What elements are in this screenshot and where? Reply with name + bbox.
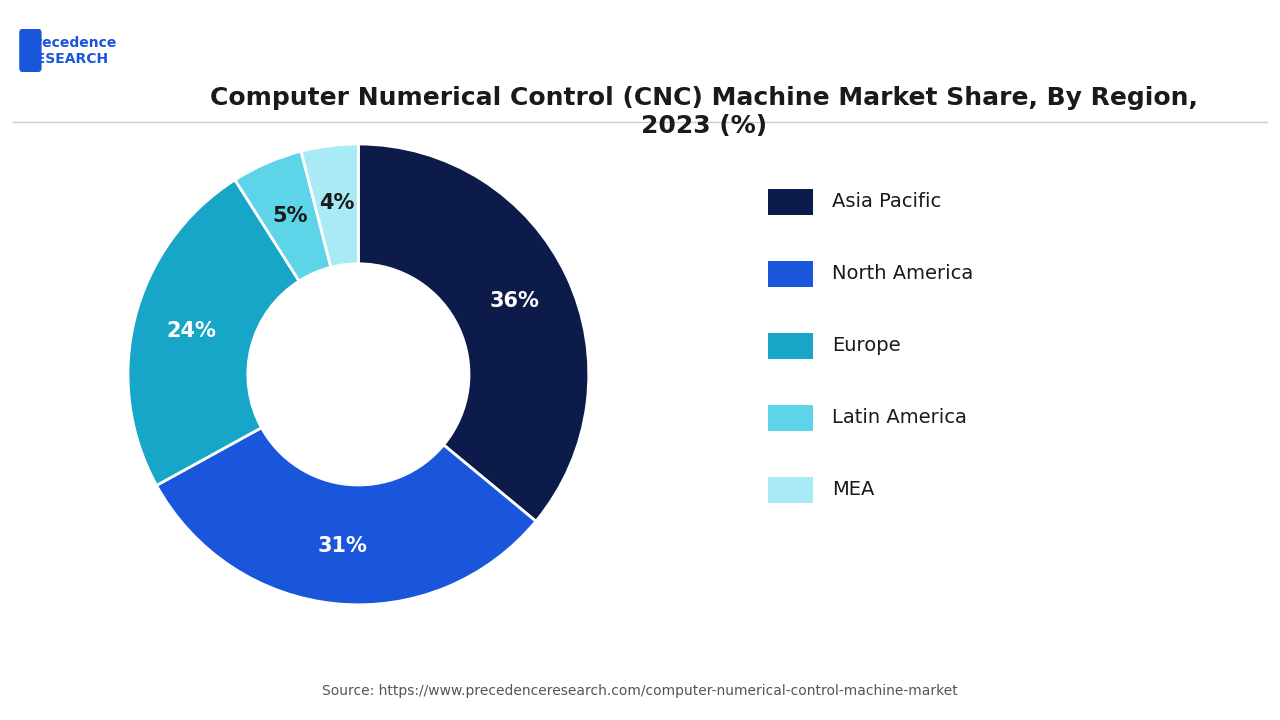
Text: 5%: 5% [273, 206, 307, 226]
Text: 4%: 4% [319, 193, 355, 213]
Text: North America: North America [832, 264, 973, 283]
Text: 24%: 24% [166, 321, 216, 341]
Text: Europe: Europe [832, 336, 901, 355]
Text: Latin America: Latin America [832, 408, 966, 427]
Text: 36%: 36% [490, 291, 540, 311]
Text: Source: https://www.precedenceresearch.com/computer-numerical-control-machine-ma: Source: https://www.precedenceresearch.c… [323, 685, 957, 698]
Text: Asia Pacific: Asia Pacific [832, 192, 941, 211]
Wedge shape [236, 151, 332, 281]
Text: MEA: MEA [832, 480, 874, 499]
Text: Computer Numerical Control (CNC) Machine Market Share, By Region,
2023 (%): Computer Numerical Control (CNC) Machine… [210, 86, 1198, 138]
FancyBboxPatch shape [19, 29, 41, 72]
Text: Precedence
RESEARCH: Precedence RESEARCH [26, 36, 116, 66]
Wedge shape [156, 428, 536, 605]
Wedge shape [128, 180, 300, 485]
Wedge shape [358, 144, 589, 521]
Wedge shape [301, 144, 358, 267]
Text: 31%: 31% [317, 536, 367, 557]
